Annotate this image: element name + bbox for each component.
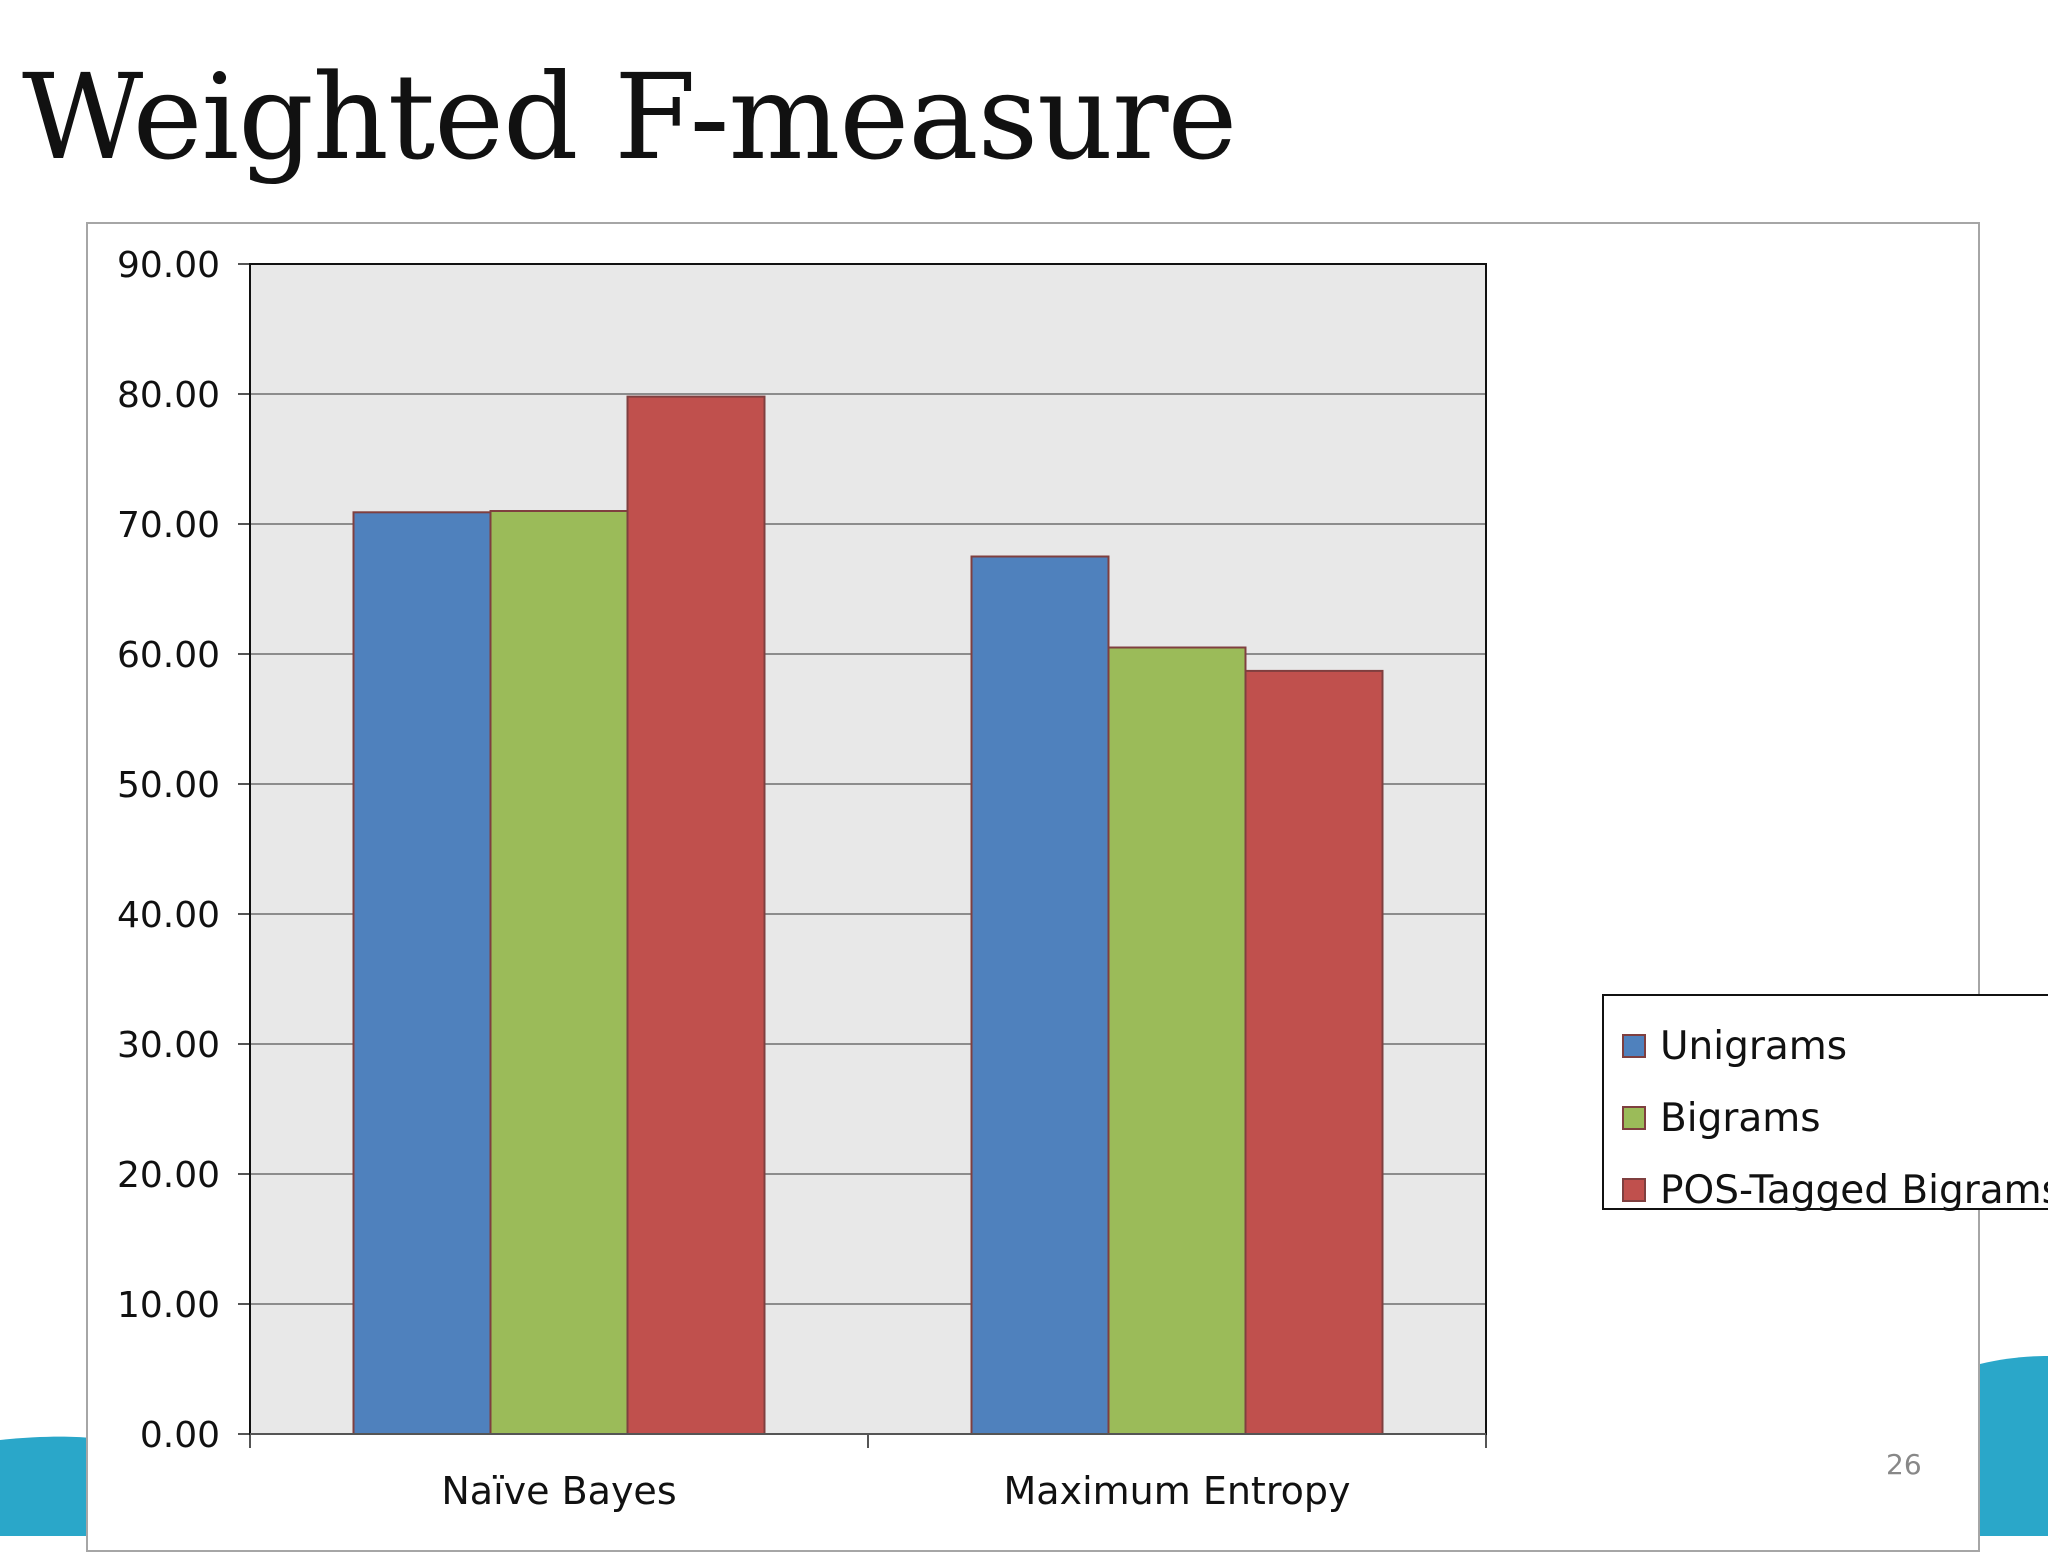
page-number: 26 xyxy=(1886,1448,1922,1481)
legend-label-pos-tagged-bigrams: POS-Tagged Bigrams xyxy=(1660,1167,2048,1213)
x-category-label: Maximum Entropy xyxy=(1004,1469,1351,1513)
y-tick-label: 30.00 xyxy=(117,1025,220,1066)
bar-pos-tagged-bigrams-1 xyxy=(626,395,766,1436)
legend-swatch-pos-tagged-bigrams xyxy=(1622,1178,1646,1202)
chart-legend: Unigrams Bigrams POS-Tagged Bigrams xyxy=(1602,994,2048,1213)
y-tick-label: 10.00 xyxy=(117,1285,220,1326)
legend-label-bigrams: Bigrams xyxy=(1660,1095,1821,1141)
y-tick-label: 0.00 xyxy=(140,1415,220,1456)
y-tick-label: 40.00 xyxy=(117,895,220,936)
legend-item-unigrams: Unigrams xyxy=(1622,1010,2048,1082)
bar-bigrams-1 xyxy=(489,510,629,1435)
legend-swatch-unigrams xyxy=(1622,1034,1646,1058)
y-tick-label: 80.00 xyxy=(117,375,220,416)
right-wave-shape xyxy=(1980,1356,2048,1536)
y-tick-label: 60.00 xyxy=(117,635,220,676)
y-tick-label: 50.00 xyxy=(117,765,220,806)
legend-swatch-bigrams xyxy=(1622,1106,1646,1130)
y-tick-label: 90.00 xyxy=(117,245,220,286)
legend-label-unigrams: Unigrams xyxy=(1660,1023,1848,1069)
y-tick-label: 70.00 xyxy=(117,505,220,546)
bar-unigrams-2 xyxy=(970,555,1110,1435)
bar-unigrams-1 xyxy=(352,511,492,1435)
legend-item-pos-tagged-bigrams: POS-Tagged Bigrams xyxy=(1622,1154,2048,1226)
legend-item-bigrams: Bigrams xyxy=(1622,1082,2048,1154)
left-wave-shape xyxy=(0,1436,90,1536)
x-category-label: Naïve Bayes xyxy=(441,1469,676,1513)
bar-chart: 0.00 10.00 20.00 30.00 40.00 50.00 60.00 70.00 8… xyxy=(117,245,1487,1513)
slide-title: Weighted F-measure xyxy=(22,48,1237,186)
bar-bigrams-2 xyxy=(1107,646,1247,1435)
bar-pos-tagged-bigrams-2 xyxy=(1244,669,1384,1435)
chart-frame: 0.00 10.00 20.00 30.00 40.00 50.00 60.00 70.00 8… xyxy=(86,222,2048,1552)
y-tick-label: 20.00 xyxy=(117,1155,220,1196)
